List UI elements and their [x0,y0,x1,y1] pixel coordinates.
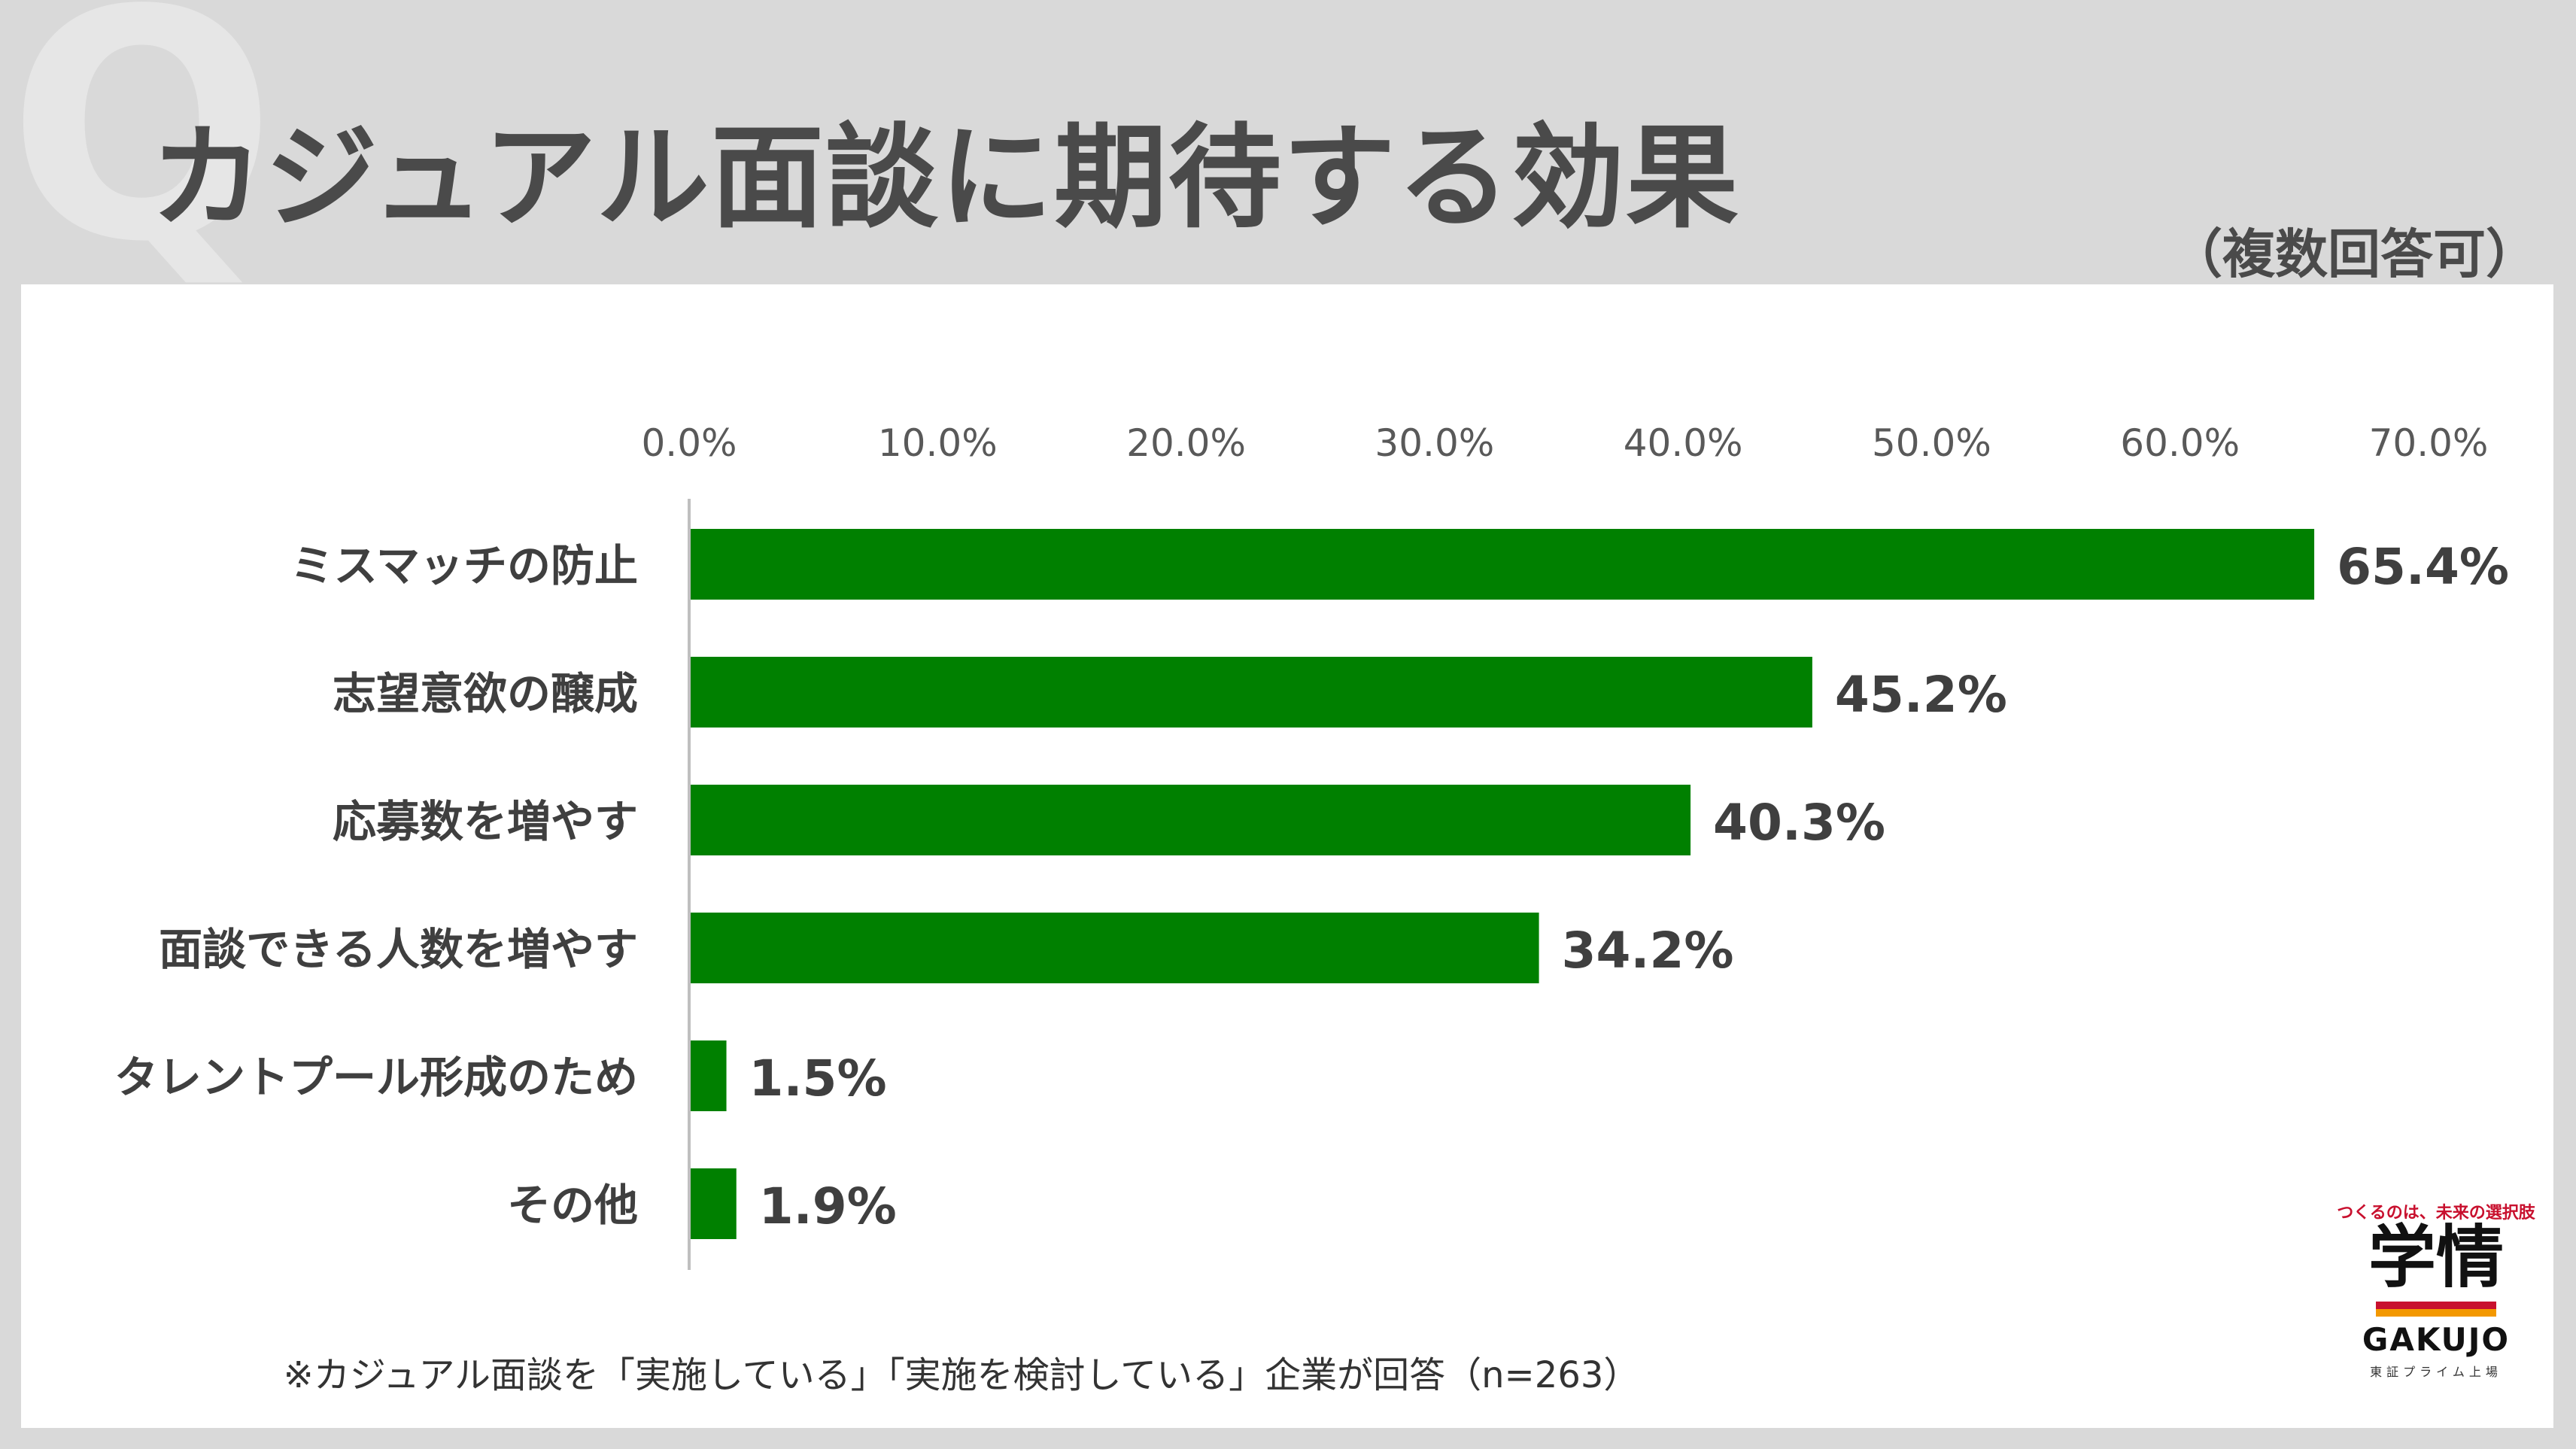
logo-brand: 学情 [2368,1218,2504,1297]
data-label: 45.2% [1835,666,2007,724]
bar [691,913,1539,983]
data-label: 65.4% [2337,538,2509,596]
bar [691,1040,727,1111]
logo-tagline: つくるのは、未来の選択肢 [2337,1204,2535,1223]
category-label: タレントプール形成のため [114,1052,638,1103]
logo-listing: 東証プライム上場 [2370,1365,2502,1379]
chart-panel: 0.0% 10.0% 20.0% 30.0% 40.0% 50.0% 60.0% 70.0% ミ… [21,284,2553,1428]
category-label: ミスマッチの防止 [290,540,638,591]
category-label: 応募数を増やす [333,796,638,847]
category-label: 面談できる人数を増やす [159,924,638,975]
bar [691,1168,737,1239]
q-watermark: Q [8,0,277,311]
x-tick-label: 50.0% [1872,421,1991,465]
data-label: 1.9% [759,1177,897,1235]
category-label: その他 [507,1180,638,1231]
bar-chart: 0.0% 10.0% 20.0% 30.0% 40.0% 50.0% 60.0% 70.0% ミ… [114,421,2509,1270]
logo-orange-bar [2376,1309,2496,1317]
logo-english: GAKUJO [2362,1321,2511,1358]
x-tick-label: 40.0% [1624,421,1743,465]
data-label: 34.2% [1562,922,1734,980]
slide-title: カジュアル面談に期待する効果 [150,113,1741,244]
category-label: 志望意欲の醸成 [333,668,638,719]
bar [691,785,1691,855]
bar [691,657,1812,728]
multiple-answers-note: （複数回答可） [2170,223,2538,285]
footnote: ※カジュアル面談を「実施している」「実施を検討している」企業が回答（n=263） [283,1354,1640,1396]
data-label: 40.3% [1713,794,1885,852]
x-tick-label: 10.0% [878,421,998,465]
x-tick-label: 70.0% [2369,421,2489,465]
x-tick-label: 0.0% [641,421,737,465]
x-tick-label: 60.0% [2120,421,2240,465]
bar [691,529,2315,600]
x-tick-label: 20.0% [1126,421,1246,465]
data-label: 1.5% [749,1050,887,1107]
logo-red-bar [2376,1302,2496,1309]
gakujo-logo: つくるのは、未来の選択肢 学情 GAKUJO 東証プライム上場 [2323,1187,2549,1413]
x-tick-label: 30.0% [1375,421,1494,465]
